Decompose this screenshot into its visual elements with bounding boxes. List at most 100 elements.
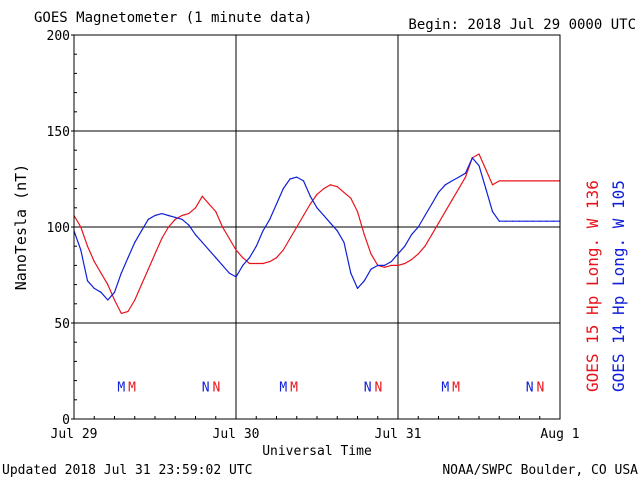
- data-point: [464, 172, 467, 174]
- series-line-goes14: [73, 157, 560, 301]
- data-point: [134, 299, 136, 301]
- data-point: [424, 245, 426, 247]
- data-point: [498, 220, 500, 222]
- data-point: [404, 262, 406, 265]
- data-point: [437, 222, 440, 224]
- data-point: [505, 180, 507, 182]
- noon-marker: N: [364, 380, 372, 395]
- data-point: [370, 253, 372, 255]
- data-point: [127, 310, 129, 313]
- data-point: [188, 212, 190, 215]
- data-point: [478, 164, 480, 167]
- data-point: [255, 245, 257, 247]
- data-point: [410, 259, 413, 261]
- chart-title: GOES Magnetometer (1 minute data): [34, 10, 312, 26]
- data-point: [525, 220, 527, 222]
- data-point: [201, 241, 203, 243]
- data-point: [221, 226, 224, 228]
- data-point: [431, 203, 433, 205]
- data-point: [350, 197, 352, 199]
- data-point: [215, 257, 217, 259]
- data-point: [532, 180, 534, 182]
- data-point: [302, 180, 305, 182]
- data-point: [208, 249, 210, 251]
- data-point: [397, 264, 399, 266]
- data-point: [518, 180, 521, 182]
- data-point: [161, 237, 163, 240]
- data-point: [437, 191, 440, 194]
- data-point: [167, 214, 170, 217]
- noon-marker: N: [202, 380, 210, 395]
- data-point: [248, 257, 251, 259]
- midnight-marker: M: [279, 380, 287, 395]
- data-point: [498, 180, 500, 182]
- data-point: [140, 230, 143, 232]
- x-tick-label: Jul 30: [213, 427, 260, 442]
- data-point: [235, 276, 237, 278]
- data-point: [154, 253, 156, 255]
- data-point: [329, 184, 332, 186]
- data-point: [323, 188, 325, 190]
- data-point: [444, 211, 446, 213]
- updated-timestamp: Updated 2018 Jul 31 23:59:02 UTC: [2, 463, 252, 478]
- data-point: [410, 234, 413, 236]
- series-line-goes15: [73, 153, 560, 314]
- data-point: [275, 257, 278, 259]
- data-point: [174, 218, 176, 220]
- data-point: [471, 157, 473, 159]
- data-point: [100, 272, 102, 274]
- series-points-goes15: [73, 153, 561, 314]
- data-point: [444, 184, 446, 186]
- data-point: [316, 193, 318, 195]
- data-point: [424, 214, 426, 217]
- data-point: [181, 218, 183, 220]
- data-point: [262, 230, 264, 232]
- data-point: [363, 280, 365, 282]
- data-point: [194, 207, 197, 209]
- data-point: [316, 207, 318, 209]
- data-point: [356, 211, 359, 213]
- series-layer: [73, 153, 561, 314]
- data-point: [289, 237, 291, 240]
- noon-marker: N: [375, 380, 383, 395]
- data-point: [86, 280, 89, 282]
- data-point: [512, 220, 514, 222]
- y-tick-label: 100: [47, 221, 70, 236]
- data-point: [390, 260, 392, 263]
- data-point: [107, 284, 109, 286]
- data-point: [370, 268, 372, 270]
- y-tick-labels: 0 50 100 150 200: [47, 29, 77, 428]
- y-tick-label: 200: [47, 29, 70, 44]
- data-point: [296, 226, 298, 228]
- data-point: [188, 224, 190, 226]
- data-point: [431, 234, 433, 236]
- data-point: [289, 178, 291, 180]
- data-point: [113, 291, 116, 293]
- data-point: [464, 176, 467, 178]
- x-tick-label: Jul 29: [51, 427, 98, 442]
- x-axis-title: Universal Time: [262, 444, 372, 459]
- data-point: [525, 180, 527, 182]
- data-point: [545, 220, 548, 222]
- data-point: [383, 264, 386, 266]
- data-point: [113, 299, 116, 301]
- data-point: [120, 312, 122, 314]
- noon-marker: N: [537, 380, 545, 395]
- data-point: [491, 211, 494, 213]
- data-point: [485, 188, 487, 190]
- noon-marker: N: [526, 380, 534, 395]
- grid-lines: [74, 35, 560, 419]
- midnight-marker: M: [117, 380, 125, 395]
- data-point: [275, 203, 278, 205]
- data-point: [323, 214, 325, 217]
- legend-goes15: GOES 15 Hp Long. W 136: [583, 180, 602, 392]
- data-point: [167, 226, 170, 228]
- data-point: [491, 184, 494, 186]
- data-point: [86, 245, 89, 247]
- data-point: [343, 191, 345, 194]
- data-point: [329, 222, 332, 224]
- data-point: [147, 268, 149, 270]
- data-point: [93, 287, 95, 290]
- x-tick-label: Jul 31: [375, 427, 422, 442]
